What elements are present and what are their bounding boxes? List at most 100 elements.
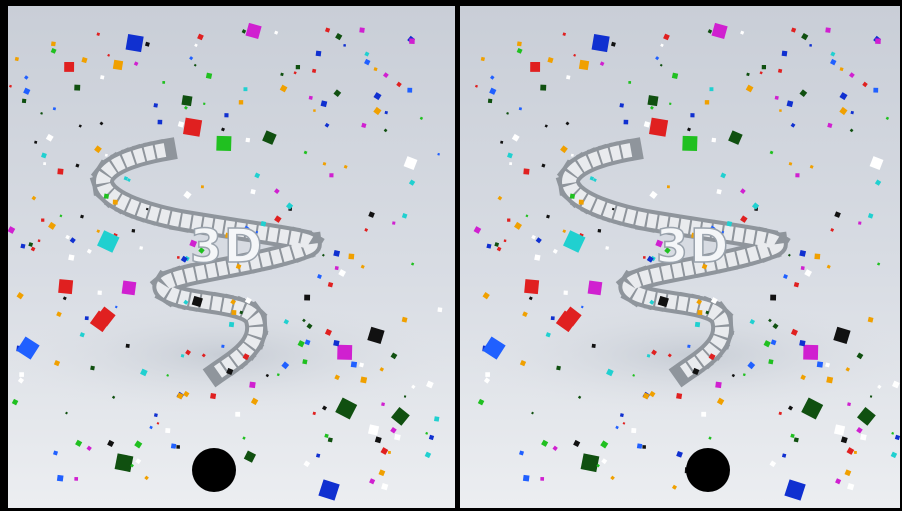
cube (720, 172, 727, 179)
cube (369, 478, 376, 485)
cube (200, 185, 204, 189)
cube (814, 253, 821, 260)
cube (242, 353, 250, 361)
cube (31, 195, 37, 201)
cube (801, 397, 824, 420)
cube (781, 453, 787, 458)
cube (315, 50, 322, 57)
cube (324, 122, 330, 128)
cube (777, 68, 783, 74)
cube (140, 368, 148, 377)
cube (276, 373, 280, 377)
cube (833, 326, 851, 345)
cube (437, 307, 443, 313)
cube (486, 243, 492, 249)
cube (803, 344, 819, 360)
cube (381, 402, 385, 407)
cube (496, 246, 502, 252)
cube (424, 451, 432, 459)
cube (728, 130, 743, 145)
cube (643, 256, 646, 259)
cube (525, 214, 529, 218)
cube (694, 321, 701, 328)
cube (534, 254, 541, 261)
cube (853, 450, 857, 454)
cube (541, 163, 546, 168)
cube (477, 398, 485, 406)
cube (519, 450, 525, 456)
cube (361, 122, 367, 129)
cube (770, 339, 777, 346)
cube (531, 411, 534, 415)
cube (487, 98, 493, 104)
cube (827, 122, 833, 129)
cube (382, 72, 389, 79)
cube (241, 29, 247, 34)
cube (280, 72, 284, 77)
cube (833, 424, 846, 436)
cube (849, 128, 854, 133)
cube (411, 384, 416, 389)
cube (391, 407, 410, 426)
cube (715, 381, 722, 389)
cube (343, 43, 347, 47)
cube (324, 27, 331, 33)
cube (285, 202, 294, 210)
cube (367, 424, 380, 436)
cube (541, 439, 549, 447)
cube (563, 230, 586, 253)
cube (490, 75, 495, 80)
cube (649, 299, 655, 305)
cube (56, 311, 62, 317)
cube (390, 426, 397, 434)
cube (894, 434, 900, 441)
cube (846, 447, 855, 455)
cube (801, 32, 809, 41)
cube (94, 145, 102, 154)
cube (556, 365, 561, 371)
gaze-cursor (686, 448, 730, 492)
cube (781, 50, 788, 57)
cube (262, 130, 277, 145)
cube (711, 22, 728, 40)
cube (687, 344, 691, 348)
cube (591, 343, 596, 348)
cube (506, 111, 509, 115)
cube (751, 202, 760, 210)
cube (239, 310, 244, 315)
cube (709, 87, 714, 92)
cube (667, 353, 672, 358)
cube (409, 38, 415, 45)
cube (825, 362, 831, 368)
cube (176, 392, 184, 400)
cube (37, 239, 41, 243)
cube (769, 150, 774, 155)
cube (20, 243, 26, 249)
cube (153, 103, 158, 108)
cube (848, 72, 855, 79)
cube (50, 47, 57, 54)
cube (768, 359, 774, 365)
cube (390, 352, 398, 360)
cube (313, 109, 316, 112)
cube (387, 450, 391, 454)
cube (671, 484, 678, 490)
cube (437, 152, 440, 156)
cube (359, 362, 365, 368)
cube (783, 274, 788, 279)
cube (857, 407, 876, 426)
cube (403, 156, 418, 170)
cube (343, 164, 348, 169)
cube (8, 226, 16, 234)
cube (545, 332, 551, 338)
cube (58, 279, 74, 295)
cube (740, 215, 748, 223)
cube (716, 397, 725, 406)
cube (86, 445, 92, 451)
cube (531, 234, 536, 240)
cube (869, 156, 884, 170)
cube (373, 92, 382, 101)
cube (610, 475, 615, 481)
cube (497, 195, 503, 201)
cube (649, 190, 658, 200)
